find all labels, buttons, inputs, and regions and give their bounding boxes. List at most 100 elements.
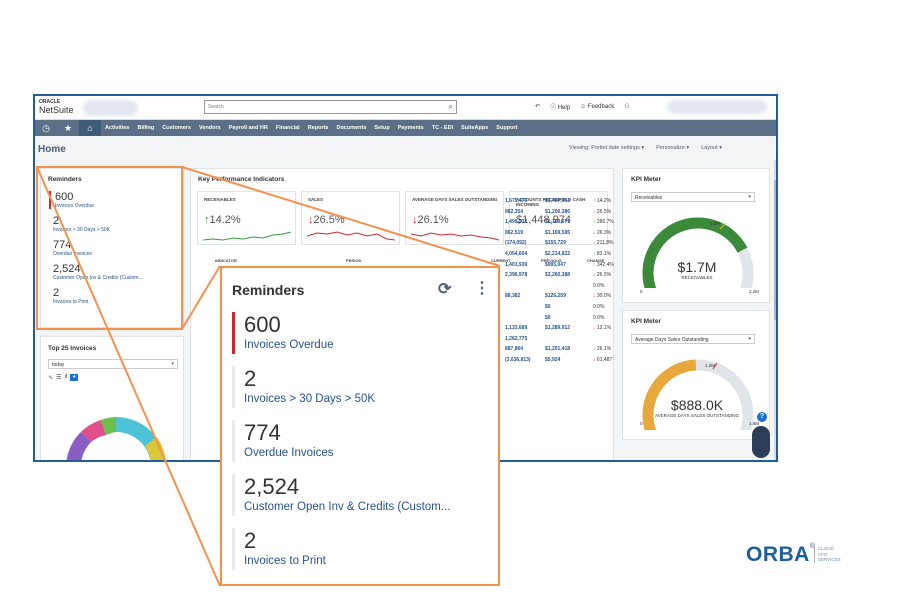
gauge-min: 0 — [640, 421, 643, 426]
nav-item-tc-edi[interactable]: TC - EDI — [431, 125, 454, 131]
cell-previous[interactable]: $3,260,388 — [545, 272, 571, 279]
cell-previous[interactable]: $995,047 — [545, 261, 566, 268]
nav-item-billing[interactable]: Billing — [137, 125, 155, 131]
cell-current[interactable]: 4,054,604 — [505, 250, 528, 257]
layout-dropdown[interactable]: Layout ▾ — [701, 145, 722, 151]
nav-item-support[interactable]: Support — [496, 125, 518, 131]
reminder-item[interactable]: 774 Overdue Invoices — [232, 420, 450, 462]
cell-previous[interactable]: $1,200,386 — [545, 208, 571, 215]
refresh-icon[interactable]: ⟳ — [438, 281, 452, 298]
kpi-card-receivables[interactable]: RECEIVABLES ↑14.2% — [197, 191, 296, 245]
cell-current[interactable]: 1,499,332 — [505, 219, 528, 226]
cell-previous[interactable] — [545, 334, 593, 345]
cell-previous[interactable]: $0 — [545, 303, 551, 310]
cell-change: 0.0% — [593, 313, 623, 324]
bar-chart-icon[interactable]: ıl — [64, 374, 68, 380]
reminder-label[interactable]: Overdue Invoices — [53, 251, 92, 257]
reminder-item[interactable]: 2 Invoices to Print — [232, 528, 450, 570]
reminder-label[interactable]: Invoices to Print — [244, 555, 326, 567]
top-invoices-filter[interactable]: today ▾ — [48, 359, 178, 369]
scrollbar-thumb[interactable] — [774, 180, 776, 320]
cell-current[interactable]: 1,675,476 — [505, 198, 528, 204]
reminder-label[interactable]: Customer Open Inv & Credits (Custom... — [244, 501, 451, 513]
nav-item-reports[interactable]: Reports — [307, 125, 329, 131]
cell-current[interactable] — [505, 281, 545, 292]
cell-previous[interactable]: $126,259 — [545, 293, 566, 300]
cell-current[interactable]: 1,401,939 — [505, 261, 528, 268]
reminder-label[interactable]: Invoices Overdue — [55, 203, 94, 209]
reminder-item[interactable]: 600 Invoices Overdue — [232, 312, 450, 354]
cell-previous[interactable]: $155,729 — [545, 240, 566, 247]
nav-item-payments[interactable]: Payments — [397, 125, 424, 131]
cell-current[interactable]: 88,382 — [505, 293, 521, 300]
cell-previous[interactable]: $1,201,418 — [545, 346, 571, 353]
area-chart-icon[interactable]: ☰ — [56, 375, 62, 381]
netsuite-logo[interactable]: ORACLE NetSuite — [39, 99, 74, 115]
reminder-label[interactable]: Invoices Overdue — [244, 339, 334, 351]
reminder-label[interactable]: Invoices to Print — [53, 299, 89, 305]
nav-item-setup[interactable]: Setup — [374, 125, 390, 131]
reminder-label[interactable]: Overdue Invoices — [244, 447, 334, 459]
reminder-item[interactable]: 2 Invoices > 30 Days > 50K — [232, 366, 450, 408]
cell-current[interactable] — [505, 313, 545, 324]
help-link[interactable]: ⓘ Help — [550, 105, 571, 111]
cell-previous[interactable]: $1,163,671 — [545, 219, 571, 226]
cell-previous[interactable]: $0 — [545, 314, 551, 321]
kpi-meter-select[interactable]: Receivables ▾ — [631, 192, 755, 202]
page-scrollbar[interactable] — [774, 160, 776, 460]
more-menu-icon[interactable]: ⋮ — [474, 280, 490, 297]
nav-item-documents[interactable]: Documents — [336, 125, 367, 131]
cell-current[interactable]: 862,519 — [505, 229, 524, 236]
cell-current[interactable]: 882,354 — [505, 208, 524, 215]
reminder-label[interactable]: Invoices > 30 Days > 50K — [53, 227, 110, 233]
cell-current[interactable]: 1,133,689 — [505, 325, 528, 332]
reminder-label[interactable]: Invoices > 30 Days > 50K — [244, 393, 376, 405]
roles-icon[interactable]: ⚇ — [624, 104, 630, 110]
cell-current[interactable]: 1,262,775 — [505, 335, 528, 342]
reminder-label[interactable]: Customer Open Inv & Credits (Custom... — [53, 275, 143, 281]
nav-item-financial[interactable]: Financial — [275, 125, 300, 131]
cell-previous[interactable]: $1,169,595 — [545, 229, 571, 236]
kpi-meter-select[interactable]: Average Days Sales Outstanding ▾ — [631, 334, 755, 344]
cell-previous[interactable]: $5,924 — [545, 356, 561, 363]
reminder-item[interactable]: 774 Overdue Invoices — [49, 239, 143, 257]
pie-chart-icon[interactable]: ◕ — [70, 374, 79, 381]
logo-netsuite: NetSuite — [39, 105, 74, 115]
cell-current[interactable]: (3,636,813) — [505, 356, 531, 363]
cell-current[interactable]: 887,864 — [505, 346, 524, 353]
personalize-dropdown[interactable]: Personalize ▾ — [656, 145, 690, 151]
feedback-link[interactable]: ☺ Feedback — [580, 103, 615, 110]
cell-current[interactable]: (174,092) — [505, 240, 527, 247]
history-icon[interactable]: ◷ — [42, 123, 50, 133]
cell-current[interactable] — [505, 302, 545, 313]
home-icon[interactable]: ⌂ — [79, 120, 101, 136]
assistant-dock[interactable] — [752, 426, 770, 458]
kpi-card-ar-cash[interactable]: ACCOUNTS RECEIVABLE CASH INCOMING $1,448… — [509, 191, 608, 245]
nav-item-activities[interactable]: Activities — [105, 125, 130, 131]
viewing-dropdown[interactable]: Viewing: Portlet date settings ▾ — [569, 145, 645, 151]
arrow-down-icon: ↓ — [593, 240, 597, 247]
cell-previous[interactable]: $2,214,822 — [545, 250, 571, 257]
search-input[interactable]: Search ⌕ — [204, 100, 457, 114]
nav-item-vendors[interactable]: Vendors — [199, 125, 221, 131]
reminder-item[interactable]: 2 Invoices > 30 Days > 50K — [49, 215, 143, 233]
cell-previous[interactable]: $1,467,351 — [545, 198, 571, 204]
kpi-card-dso[interactable]: AVERAGE DAYS SALES OUTSTANDING ↓26.1% — [405, 191, 504, 245]
nav-item-payroll-and-hr[interactable]: Payroll and HR — [228, 125, 268, 131]
nav-item-suiteapps[interactable]: SuiteApps — [461, 125, 489, 131]
reminder-item[interactable]: 2,524 Customer Open Inv & Credits (Custom… — [232, 474, 450, 516]
nav-item-customers[interactable]: Customers — [162, 125, 192, 131]
line-chart-icon[interactable]: ∿ — [48, 375, 54, 381]
search-icon[interactable]: ⌕ — [448, 102, 453, 111]
reminder-item[interactable]: 2 Invoices to Print — [49, 287, 143, 305]
favorites-icon[interactable]: ★ — [63, 123, 73, 133]
gauge-value: $1.7M — [677, 259, 717, 275]
cell-previous[interactable]: $1,289,912 — [545, 325, 571, 332]
recent-icon[interactable]: ↶ — [535, 104, 541, 110]
kpi-card-sales[interactable]: SALES ↓26.5% — [301, 191, 400, 245]
cell-previous[interactable] — [545, 281, 593, 292]
help-bubble-icon[interactable]: ? — [757, 412, 767, 422]
reminder-item[interactable]: 2,524 Customer Open Inv & Credits (Custom… — [49, 263, 143, 281]
reminder-item[interactable]: 600 Invoices Overdue — [49, 191, 143, 209]
cell-current[interactable]: 2,396,978 — [505, 272, 528, 279]
